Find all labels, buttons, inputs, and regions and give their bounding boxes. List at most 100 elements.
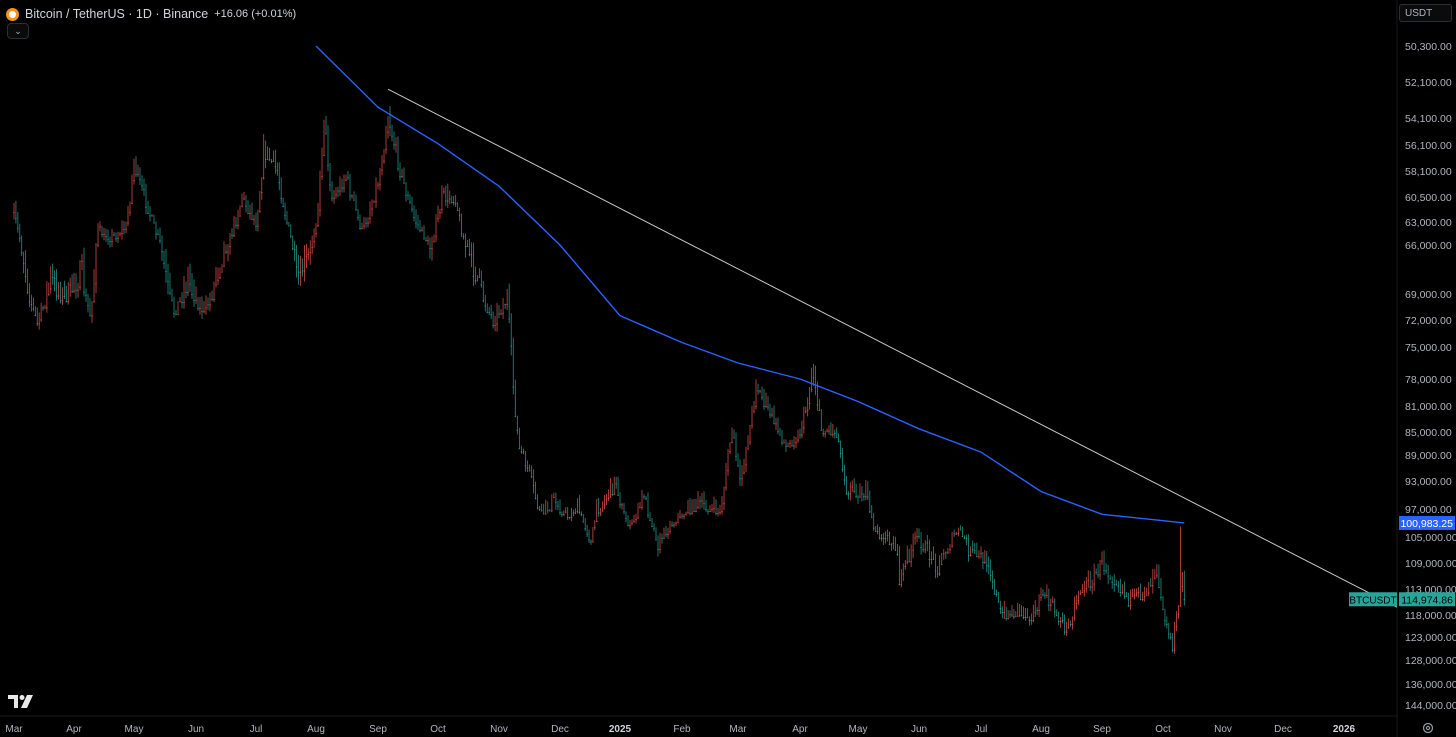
candle bbox=[830, 422, 832, 436]
candle bbox=[85, 288, 87, 302]
collapse-legend-button[interactable]: ⌄ bbox=[7, 23, 29, 39]
candle bbox=[613, 476, 615, 496]
candle bbox=[943, 549, 945, 560]
currency-select[interactable]: USDT bbox=[1399, 4, 1452, 22]
candle-body bbox=[657, 548, 659, 550]
candle-body bbox=[504, 303, 506, 305]
candle-body bbox=[663, 537, 665, 539]
trendline-layer[interactable] bbox=[387, 88, 1398, 608]
candle bbox=[235, 216, 237, 229]
time-axis[interactable]: Mar Apr May Jun Jul Aug Sep Oct Nov Dec 2025 Feb Mar… bbox=[5, 724, 1355, 735]
candle bbox=[1089, 570, 1091, 591]
candle bbox=[731, 427, 733, 444]
price-tick-label: 81,000.00 bbox=[1405, 401, 1452, 413]
candle bbox=[888, 531, 891, 546]
price-tick-label: 54,100.00 bbox=[1405, 113, 1452, 125]
candle-body bbox=[1148, 592, 1150, 594]
candle-body bbox=[757, 390, 759, 392]
candle-body bbox=[1152, 585, 1154, 587]
candle-body bbox=[955, 533, 957, 535]
candle bbox=[405, 182, 407, 202]
candle bbox=[231, 228, 233, 239]
candle-body bbox=[745, 464, 747, 466]
time-tick-label: Jun bbox=[911, 724, 927, 735]
candle-body bbox=[179, 301, 181, 303]
candle bbox=[363, 216, 365, 230]
candle-body bbox=[1115, 584, 1117, 586]
candle bbox=[747, 435, 749, 450]
candle-body bbox=[327, 165, 329, 166]
candle bbox=[1137, 587, 1140, 598]
candle-body bbox=[1105, 570, 1107, 572]
price-axis[interactable]: 144,000.00 136,000.00 128,000.00 123,000.00… bbox=[1405, 41, 1456, 712]
candle-body bbox=[623, 511, 625, 513]
candle-body bbox=[580, 514, 582, 515]
symbol-title[interactable]: Bitcoin / TetherUS · 1D · Binance bbox=[25, 7, 209, 21]
candle bbox=[1052, 596, 1054, 604]
candle-body bbox=[957, 533, 959, 535]
candle bbox=[57, 281, 60, 300]
candle bbox=[969, 546, 972, 557]
candle bbox=[175, 309, 177, 316]
candle bbox=[97, 223, 99, 248]
candle bbox=[713, 496, 715, 513]
candle-body bbox=[231, 234, 233, 236]
candle bbox=[355, 194, 357, 211]
candle bbox=[719, 504, 721, 516]
candle bbox=[510, 313, 512, 356]
candle-body bbox=[884, 538, 887, 540]
candle-body bbox=[793, 445, 795, 447]
candle-body bbox=[834, 433, 836, 434]
candle bbox=[1007, 610, 1009, 620]
price-tick-label: 93,000.00 bbox=[1405, 476, 1452, 488]
candle bbox=[429, 237, 431, 259]
candle-body bbox=[685, 513, 687, 515]
candle bbox=[530, 465, 533, 479]
candle bbox=[695, 498, 697, 513]
candle bbox=[109, 236, 111, 248]
candle-body bbox=[643, 496, 645, 498]
candle-body bbox=[641, 507, 643, 508]
candle-body bbox=[373, 201, 375, 203]
candle bbox=[685, 511, 687, 516]
candle-body bbox=[880, 537, 883, 539]
ma-value-label: 100,983.25 bbox=[1400, 518, 1453, 530]
candle-body bbox=[904, 565, 906, 567]
candle bbox=[26, 268, 29, 295]
candle bbox=[586, 524, 588, 538]
candle-body bbox=[129, 211, 131, 213]
candle-body bbox=[280, 198, 282, 199]
candle-body bbox=[353, 199, 355, 201]
candle-body bbox=[50, 288, 52, 290]
candle bbox=[373, 200, 375, 203]
candle-body bbox=[1171, 649, 1174, 651]
candle bbox=[99, 221, 101, 232]
candle bbox=[181, 292, 183, 309]
candle-body bbox=[286, 222, 288, 224]
candle-body bbox=[24, 276, 27, 277]
candle-body bbox=[837, 441, 840, 442]
candle bbox=[201, 296, 203, 319]
candle-body bbox=[87, 305, 89, 307]
candle bbox=[506, 288, 508, 310]
candle bbox=[812, 363, 815, 386]
candle-body bbox=[460, 233, 463, 235]
candle bbox=[916, 528, 918, 542]
candle-body bbox=[1103, 570, 1105, 572]
chevron-down-icon: ⌄ bbox=[14, 25, 22, 36]
candle bbox=[536, 494, 539, 510]
candle bbox=[189, 263, 191, 292]
candle-body bbox=[701, 500, 703, 502]
candle-body bbox=[42, 307, 44, 309]
gear-icon[interactable] bbox=[1420, 720, 1436, 736]
candle bbox=[621, 502, 623, 510]
candle bbox=[403, 167, 405, 184]
candle-body bbox=[801, 434, 803, 436]
candle-body bbox=[1087, 579, 1089, 581]
trendline[interactable] bbox=[387, 88, 1398, 608]
candle-body bbox=[1177, 613, 1180, 615]
candle bbox=[453, 195, 455, 206]
candle-body bbox=[912, 549, 914, 551]
candle-body bbox=[855, 496, 857, 498]
